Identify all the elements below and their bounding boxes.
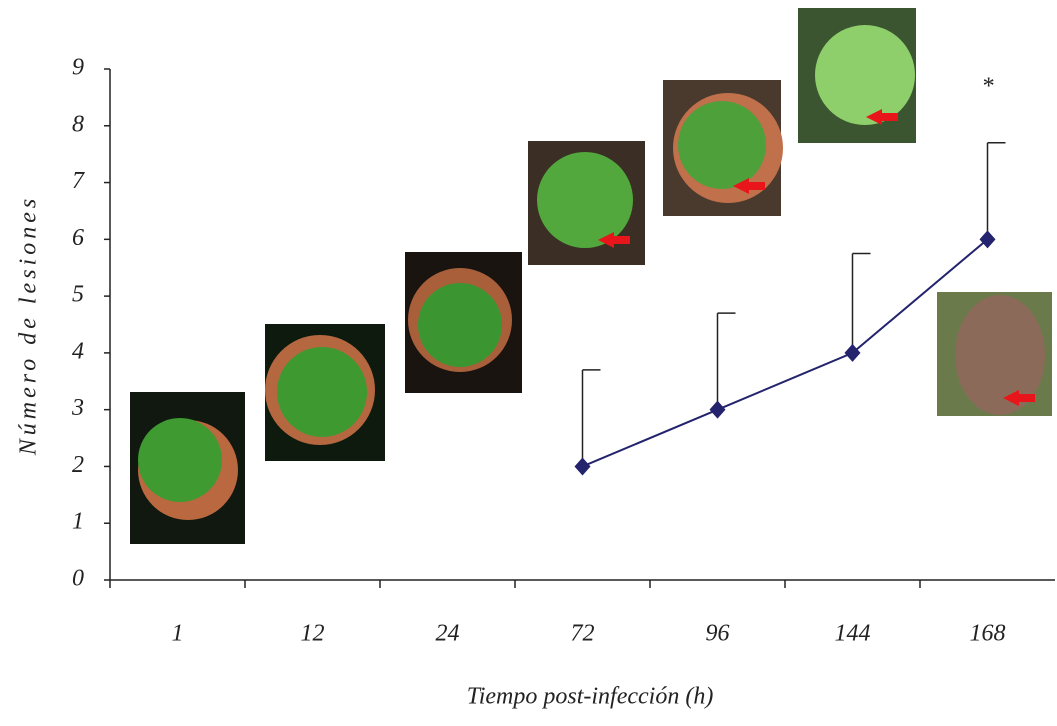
arrow [598, 232, 630, 248]
photo-leaves [678, 101, 766, 189]
error-bar [851, 252, 871, 353]
y-tick-label: 4 [72, 338, 84, 364]
photo-leaves [537, 152, 633, 248]
x-axis-title: Tiempo post-infección (h) [467, 684, 714, 710]
y-tick-label: 9 [72, 55, 84, 81]
y-tick-label: 3 [71, 395, 84, 421]
x-tick-label: 168 [970, 621, 1006, 647]
x-tick-label: 24 [436, 621, 460, 647]
arrow [1003, 390, 1035, 406]
annotation: * [982, 73, 994, 99]
series-line [582, 238, 989, 468]
photo-leaves [277, 347, 367, 437]
arrow [866, 109, 898, 125]
photo-leaves [418, 283, 502, 367]
marker [844, 343, 861, 362]
photos [130, 8, 1052, 544]
x-tick-label: 96 [706, 621, 730, 647]
y-axis-title: Número de lesiones [16, 195, 42, 456]
marker [709, 400, 726, 419]
y-tick-label: 7 [72, 168, 85, 194]
x-tick-label: 72 [571, 621, 595, 647]
photo-leaves [815, 25, 915, 125]
photo-leaves [138, 418, 222, 502]
x-tick-label: 12 [301, 621, 325, 647]
x-tick-label: 144 [835, 621, 871, 647]
error-bar [581, 369, 601, 467]
error-bar [986, 142, 1006, 240]
y-tick-label: 2 [72, 452, 84, 478]
y-tick-label: 1 [72, 509, 84, 535]
x-tick-label: 1 [172, 621, 184, 647]
y-tick-label: 6 [72, 225, 84, 251]
y-tick-label: 5 [72, 282, 84, 308]
marker [574, 457, 591, 476]
arrow [733, 178, 765, 194]
y-tick-label: 8 [72, 111, 84, 137]
y-tick-label: 0 [72, 566, 84, 592]
error-bar [716, 312, 736, 410]
marker [979, 230, 996, 249]
photo-lesion [955, 295, 1045, 415]
